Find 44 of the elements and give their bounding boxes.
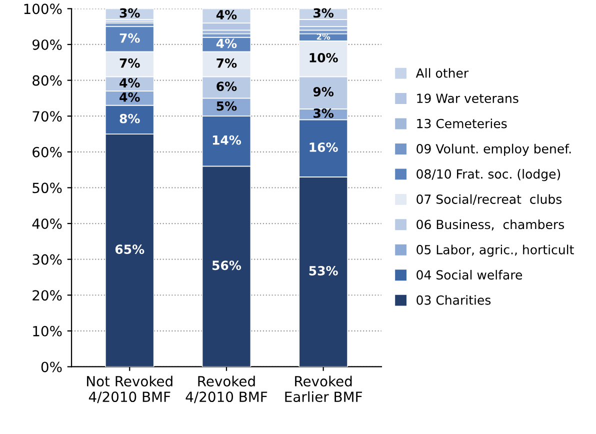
data-label: 4%	[216, 10, 237, 20]
legend-label: 08/10 Frat. soc. (lodge)	[416, 169, 560, 182]
y-tick-label: 0%	[41, 362, 62, 372]
x-tick-label: Not Revoked 4/2010 BMF	[87, 376, 172, 404]
data-label: 4%	[120, 78, 140, 88]
x-tick-label: Revoked Earlier BMF	[285, 376, 362, 402]
y-tick-label: 40%	[32, 218, 62, 229]
data-label: 7%	[120, 58, 140, 68]
data-label: 4%	[216, 38, 237, 48]
data-label: 56%	[212, 260, 242, 270]
y-tick-label: 30%	[32, 254, 62, 265]
legend-label: All other	[416, 68, 469, 78]
data-label: 6%	[216, 82, 237, 92]
data-label: 53%	[309, 266, 338, 276]
y-tick-label: 60%	[32, 146, 62, 158]
data-label: 4%	[120, 92, 140, 102]
data-label: 3%	[120, 8, 140, 18]
data-label: 14%	[212, 135, 242, 145]
legend-label: 04 Social welfare	[416, 270, 522, 280]
legend-label: 19 War veterans	[417, 94, 518, 104]
y-tick-label: 90%	[32, 39, 62, 50]
legend-label: 06 Business, chambers	[416, 219, 564, 230]
data-label: 3%	[314, 8, 334, 18]
y-tick-label: 70%	[32, 111, 62, 122]
y-tick-label: 80%	[32, 75, 62, 86]
legend-label: 05 Labor, agric., horticult	[416, 244, 574, 257]
y-tick-label: 20%	[32, 290, 62, 301]
x-tick-label: Revoked 4/2010 BMF	[186, 376, 268, 404]
data-label: 16%	[310, 142, 338, 152]
legend-label: 07 Social/recreat clubs	[416, 194, 562, 205]
data-label: 65%	[115, 244, 144, 254]
data-label: 9%	[313, 86, 334, 96]
data-label: 5%	[216, 101, 237, 111]
legend-label: 03 Charities	[416, 295, 491, 305]
data-label: 3%	[314, 108, 334, 118]
y-tick-label: 10%	[33, 326, 62, 336]
data-label: 7%	[120, 33, 140, 43]
data-label: 10%	[310, 52, 338, 62]
data-label: 7%	[216, 58, 237, 68]
data-label: 8%	[120, 114, 140, 124]
y-tick-label: 100%	[24, 4, 62, 14]
y-tick-label: 50%	[32, 182, 62, 194]
legend-label: 09 Volunt. employ benef.	[416, 144, 571, 156]
legend-label: 13 Cemeteries	[417, 118, 507, 128]
